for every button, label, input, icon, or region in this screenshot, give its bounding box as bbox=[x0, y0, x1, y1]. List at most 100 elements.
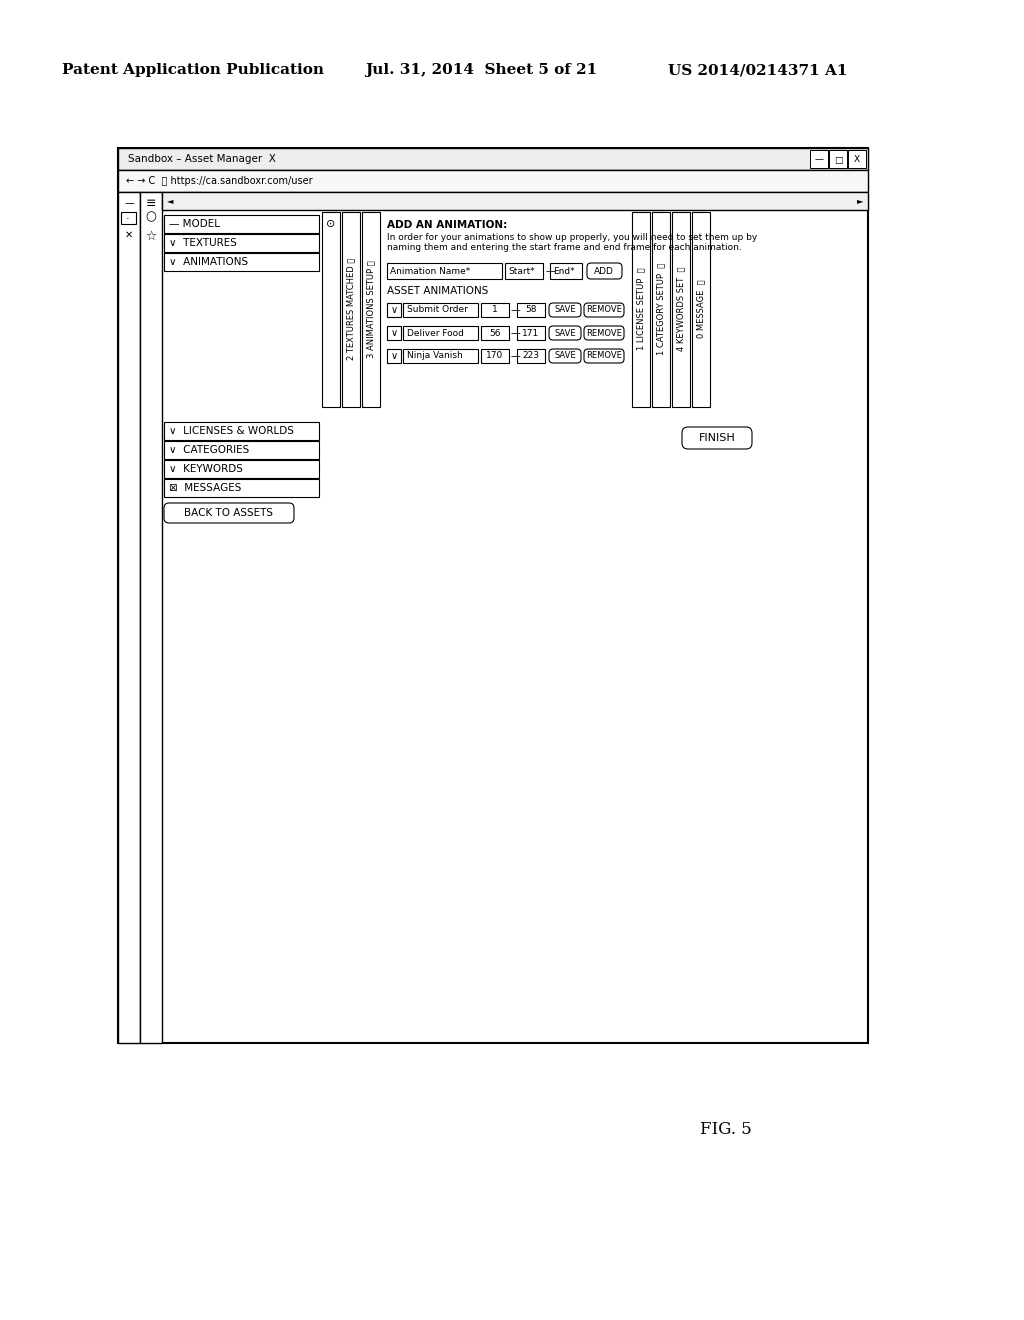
Bar bbox=[550, 263, 582, 279]
Text: Animation Name*: Animation Name* bbox=[390, 267, 470, 276]
Bar bbox=[121, 213, 136, 224]
Bar bbox=[118, 191, 140, 1043]
Text: SAVE: SAVE bbox=[554, 305, 575, 314]
Bar bbox=[692, 213, 710, 407]
Text: ∨  CATEGORIES: ∨ CATEGORIES bbox=[169, 445, 249, 455]
Text: ✕: ✕ bbox=[125, 230, 133, 240]
FancyBboxPatch shape bbox=[682, 426, 752, 449]
Bar bbox=[387, 326, 401, 341]
Bar bbox=[481, 326, 509, 341]
Bar bbox=[387, 263, 502, 279]
Bar bbox=[164, 422, 319, 440]
Text: In order for your animations to show up properly, you will need to set them up b: In order for your animations to show up … bbox=[387, 232, 758, 242]
Bar bbox=[164, 215, 319, 234]
Text: ADD AN ANIMATION:: ADD AN ANIMATION: bbox=[387, 220, 507, 230]
Text: REMOVE: REMOVE bbox=[586, 329, 622, 338]
Text: Deliver Food: Deliver Food bbox=[407, 329, 464, 338]
FancyBboxPatch shape bbox=[584, 348, 624, 363]
Bar bbox=[481, 348, 509, 363]
Bar bbox=[164, 459, 319, 478]
Text: ·: · bbox=[126, 214, 130, 224]
FancyBboxPatch shape bbox=[549, 348, 581, 363]
Bar bbox=[517, 304, 545, 317]
Bar bbox=[164, 234, 319, 252]
Bar bbox=[387, 348, 401, 363]
Text: □: □ bbox=[834, 156, 843, 165]
Text: ∨: ∨ bbox=[390, 327, 397, 338]
Bar bbox=[387, 304, 401, 317]
Bar bbox=[848, 150, 866, 168]
Bar bbox=[342, 213, 360, 407]
Text: 2 TEXTURES MATCHED ⓘ: 2 TEXTURES MATCHED ⓘ bbox=[346, 257, 355, 360]
Bar bbox=[164, 253, 319, 271]
Text: 170: 170 bbox=[486, 351, 504, 360]
Text: ∨  TEXTURES: ∨ TEXTURES bbox=[169, 238, 237, 248]
Text: —: — bbox=[814, 156, 823, 165]
Bar bbox=[164, 479, 319, 498]
Text: naming them and entering the start frame and end frame for each animation.: naming them and entering the start frame… bbox=[387, 243, 741, 252]
Bar bbox=[672, 213, 690, 407]
Text: Sandbox – Asset Manager  X: Sandbox – Asset Manager X bbox=[128, 154, 275, 164]
Bar bbox=[403, 348, 478, 363]
Text: ☆: ☆ bbox=[145, 230, 157, 243]
Text: REMOVE: REMOVE bbox=[586, 305, 622, 314]
Text: ⊠  MESSAGES: ⊠ MESSAGES bbox=[169, 483, 242, 492]
Text: X: X bbox=[854, 156, 860, 165]
Bar bbox=[403, 304, 478, 317]
FancyBboxPatch shape bbox=[587, 263, 622, 279]
Text: ∨  LICENSES & WORLDS: ∨ LICENSES & WORLDS bbox=[169, 426, 294, 436]
Text: ← → C  🔒 https://ca.sandboxr.com/user: ← → C 🔒 https://ca.sandboxr.com/user bbox=[126, 176, 312, 186]
Text: REMOVE: REMOVE bbox=[586, 351, 622, 360]
Bar bbox=[481, 304, 509, 317]
Text: —: — bbox=[511, 327, 521, 338]
Text: ∨  KEYWORDS: ∨ KEYWORDS bbox=[169, 465, 243, 474]
Text: ∨  ANIMATIONS: ∨ ANIMATIONS bbox=[169, 257, 248, 267]
Text: 1 LICENSE SETUP  ⓘ: 1 LICENSE SETUP ⓘ bbox=[637, 268, 645, 350]
Bar bbox=[164, 441, 319, 459]
Text: Submit Order: Submit Order bbox=[407, 305, 468, 314]
Text: 3 ANIMATIONS SETUP ⓘ: 3 ANIMATIONS SETUP ⓘ bbox=[367, 260, 376, 358]
Bar bbox=[140, 191, 162, 1043]
Bar bbox=[517, 348, 545, 363]
FancyBboxPatch shape bbox=[164, 503, 294, 523]
FancyBboxPatch shape bbox=[584, 326, 624, 341]
Text: ►: ► bbox=[857, 197, 863, 206]
Text: SAVE: SAVE bbox=[554, 351, 575, 360]
Bar bbox=[517, 326, 545, 341]
Text: 1: 1 bbox=[493, 305, 498, 314]
Text: ADD: ADD bbox=[594, 267, 614, 276]
Text: ○: ○ bbox=[145, 210, 157, 223]
Bar bbox=[118, 148, 868, 170]
Text: —: — bbox=[546, 267, 556, 276]
Text: End*: End* bbox=[553, 267, 574, 276]
Bar bbox=[652, 213, 670, 407]
Text: 171: 171 bbox=[522, 329, 540, 338]
Text: —: — bbox=[124, 198, 134, 209]
Text: FIG. 5: FIG. 5 bbox=[700, 1122, 752, 1138]
Bar bbox=[362, 213, 380, 407]
Text: SAVE: SAVE bbox=[554, 329, 575, 338]
Bar bbox=[403, 326, 478, 341]
Text: 4 KEYWORDS SET  ⓘ: 4 KEYWORDS SET ⓘ bbox=[677, 267, 685, 351]
Bar bbox=[162, 191, 868, 210]
Text: ⊙: ⊙ bbox=[327, 219, 336, 228]
FancyBboxPatch shape bbox=[549, 326, 581, 341]
Text: Ninja Vanish: Ninja Vanish bbox=[407, 351, 463, 360]
Bar bbox=[505, 263, 543, 279]
Text: 58: 58 bbox=[525, 305, 537, 314]
Text: BACK TO ASSETS: BACK TO ASSETS bbox=[184, 508, 273, 517]
Text: ◄: ◄ bbox=[167, 197, 173, 206]
Bar bbox=[810, 150, 828, 168]
Text: ∨: ∨ bbox=[390, 351, 397, 360]
FancyBboxPatch shape bbox=[549, 304, 581, 317]
Text: Patent Application Publication: Patent Application Publication bbox=[62, 63, 324, 77]
Text: Start*: Start* bbox=[508, 267, 535, 276]
Text: 56: 56 bbox=[489, 329, 501, 338]
Text: —: — bbox=[511, 305, 521, 315]
Text: US 2014/0214371 A1: US 2014/0214371 A1 bbox=[668, 63, 848, 77]
Text: ASSET ANIMATIONS: ASSET ANIMATIONS bbox=[387, 286, 488, 296]
Text: 1 CATEGORY SETUP  ⓘ: 1 CATEGORY SETUP ⓘ bbox=[656, 263, 666, 355]
Text: FINISH: FINISH bbox=[698, 433, 735, 444]
Bar bbox=[829, 150, 847, 168]
Text: ≡: ≡ bbox=[145, 197, 157, 210]
